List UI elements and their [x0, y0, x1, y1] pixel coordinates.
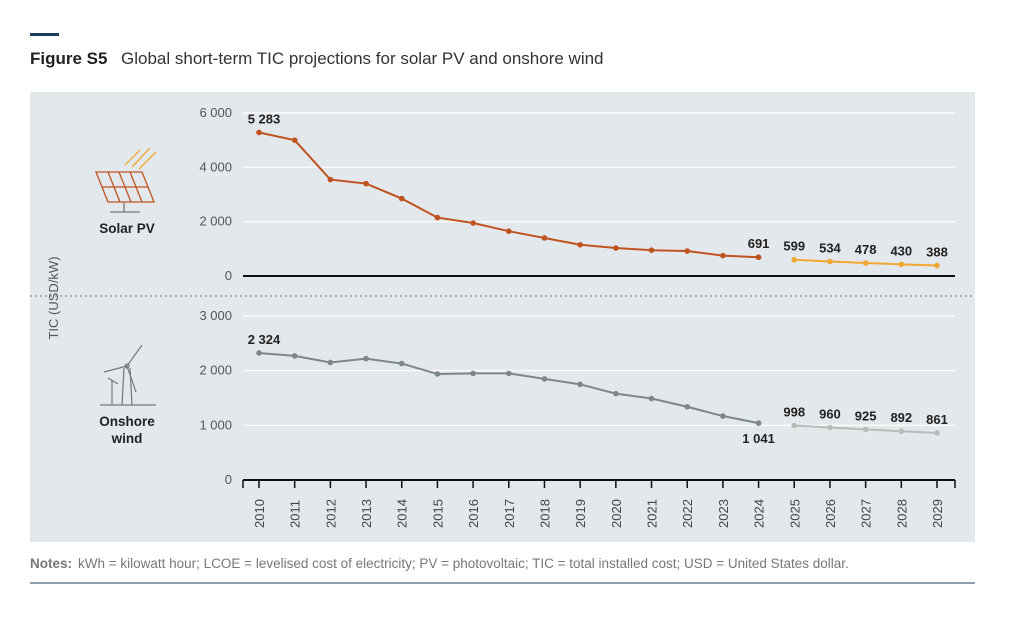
value-label: 478	[855, 242, 877, 257]
x-tick-label: 2021	[645, 499, 660, 528]
accent-bar	[30, 33, 59, 36]
data-point	[470, 220, 476, 226]
x-tick-label: 2012	[323, 499, 338, 528]
data-point	[505, 228, 512, 234]
x-tick-label: 2014	[395, 499, 410, 528]
data-point	[398, 195, 405, 202]
value-label: 599	[783, 239, 805, 254]
data-point	[577, 381, 583, 388]
data-point	[720, 413, 726, 419]
x-tick-label: 2023	[716, 499, 731, 528]
data-point	[934, 430, 940, 436]
figure-title: Global short-term TIC projections for so…	[121, 49, 604, 68]
data-point	[363, 180, 369, 187]
data-point	[648, 247, 655, 253]
data-point	[327, 359, 334, 366]
data-point	[684, 403, 691, 410]
value-label: 691	[748, 236, 770, 251]
value-label: 430	[890, 243, 912, 258]
wind-icon	[100, 344, 156, 406]
x-tick-label: 2027	[859, 499, 874, 528]
data-point	[505, 370, 512, 377]
y-tick-label: 0	[225, 472, 232, 487]
data-point	[755, 420, 762, 426]
y-tick-label: 1 000	[199, 417, 232, 432]
notes-label: Notes:	[30, 556, 72, 571]
data-point	[755, 254, 762, 261]
value-label: 534	[819, 240, 841, 255]
x-tick-label: 2028	[894, 499, 909, 528]
data-point	[613, 245, 619, 251]
value-label: 1 041	[742, 431, 775, 446]
data-point	[291, 353, 298, 359]
solar-icon	[95, 147, 157, 213]
x-tick-label: 2024	[752, 499, 767, 528]
chart-bg	[30, 92, 975, 542]
value-label: 861	[926, 412, 948, 427]
data-point	[577, 241, 583, 248]
value-label: 960	[819, 407, 841, 422]
data-point	[684, 248, 691, 254]
y-tick-label: 3 000	[199, 308, 232, 323]
y-tick-label: 2 000	[199, 214, 232, 229]
x-tick-label: 2013	[359, 499, 374, 528]
x-tick-label: 2026	[823, 499, 838, 528]
y-axis-label: TIC (USD/kW)	[46, 256, 61, 339]
data-point	[827, 258, 833, 265]
x-tick-label: 2015	[430, 499, 445, 528]
value-label: 2 324	[248, 332, 281, 347]
x-tick-label: 2017	[502, 499, 517, 528]
data-point	[541, 235, 548, 241]
x-tick-label: 2010	[252, 499, 267, 528]
data-point	[791, 256, 798, 263]
x-tick-label: 2011	[288, 500, 303, 528]
y-tick-label: 2 000	[199, 363, 232, 378]
data-point	[898, 261, 905, 268]
value-label: 998	[783, 404, 805, 419]
data-point	[327, 176, 334, 183]
data-point	[934, 262, 940, 269]
figure-label: Figure S5	[30, 49, 107, 68]
data-point	[862, 260, 869, 266]
x-tick-label: 2022	[680, 499, 695, 528]
data-point	[827, 424, 833, 431]
y-tick-label: 4 000	[199, 159, 232, 174]
data-point	[720, 252, 726, 259]
data-point	[862, 426, 869, 433]
x-tick-label: 2019	[573, 499, 588, 528]
x-tick-label: 2016	[466, 499, 481, 528]
notes-text: kWh = kilowatt hour; LCOE = levelised co…	[78, 556, 849, 571]
value-label: 388	[926, 244, 948, 259]
data-point	[613, 390, 619, 397]
x-tick-label: 2029	[930, 499, 945, 528]
value-label: 925	[855, 408, 877, 423]
x-tick-label: 2025	[787, 499, 802, 528]
y-tick-label: 6 000	[199, 105, 232, 120]
data-point	[256, 129, 262, 136]
y-tick-label: 0	[225, 268, 232, 283]
data-point	[363, 355, 369, 362]
value-label: 892	[890, 410, 912, 425]
data-point	[434, 214, 441, 221]
data-point	[648, 395, 655, 402]
data-point	[541, 376, 548, 382]
x-tick-label: 2018	[537, 499, 552, 528]
value-label: 5 283	[248, 111, 281, 126]
panel-label: Onshore wind	[99, 414, 155, 446]
data-point	[256, 350, 262, 356]
x-tick-label: 2020	[609, 499, 624, 528]
data-point	[291, 137, 298, 143]
panel-label: Solar PV	[99, 221, 155, 236]
data-point	[470, 370, 476, 377]
data-point	[898, 428, 905, 435]
data-point	[398, 360, 405, 367]
data-point	[434, 371, 441, 377]
data-point	[791, 422, 798, 429]
